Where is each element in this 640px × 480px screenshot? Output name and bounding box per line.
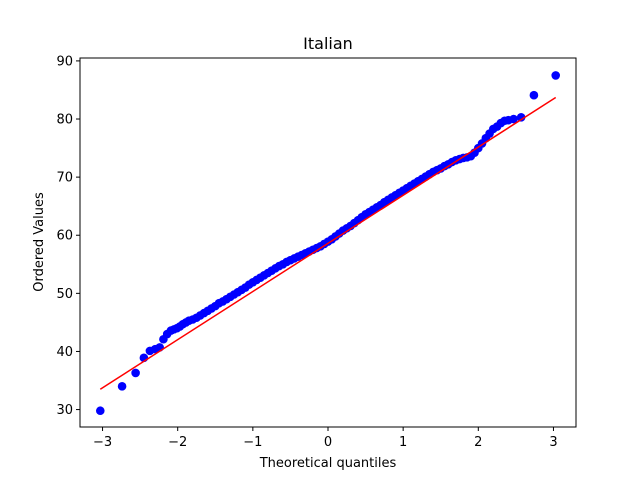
fit-line [99,96,557,390]
y-axis: 30 40 50 60 70 80 90 [56,54,80,418]
y-tick-label: 80 [56,113,73,128]
x-tick-label: −2 [168,435,187,450]
x-tick-label: 1 [399,435,407,450]
data-point [516,112,526,122]
data-point [551,71,561,80]
x-tick-label: 2 [474,435,482,450]
x-tick-label: 3 [549,435,557,450]
y-tick-label: 70 [56,171,73,186]
data-point [95,406,105,416]
y-tick-label: 40 [56,345,73,360]
y-tick-label: 50 [56,287,73,302]
y-tick-label: 30 [56,403,73,418]
y-tick-label: 90 [56,54,73,69]
x-tick-label: −3 [93,435,112,450]
chart-title: Italian [303,34,353,53]
x-tick-label: −1 [243,435,262,450]
x-axis: −3 −2 −1 0 1 2 3 [93,427,558,450]
x-tick-label: 0 [324,435,332,450]
data-point [529,90,539,100]
data-point [117,382,127,391]
data-point [509,114,518,124]
y-tick-label: 60 [56,229,73,244]
data-point [131,368,140,378]
y-axis-label: Ordered Values [32,192,47,292]
x-axis-label: Theoretical quantiles [259,456,397,471]
fit-line-layer [99,96,557,390]
